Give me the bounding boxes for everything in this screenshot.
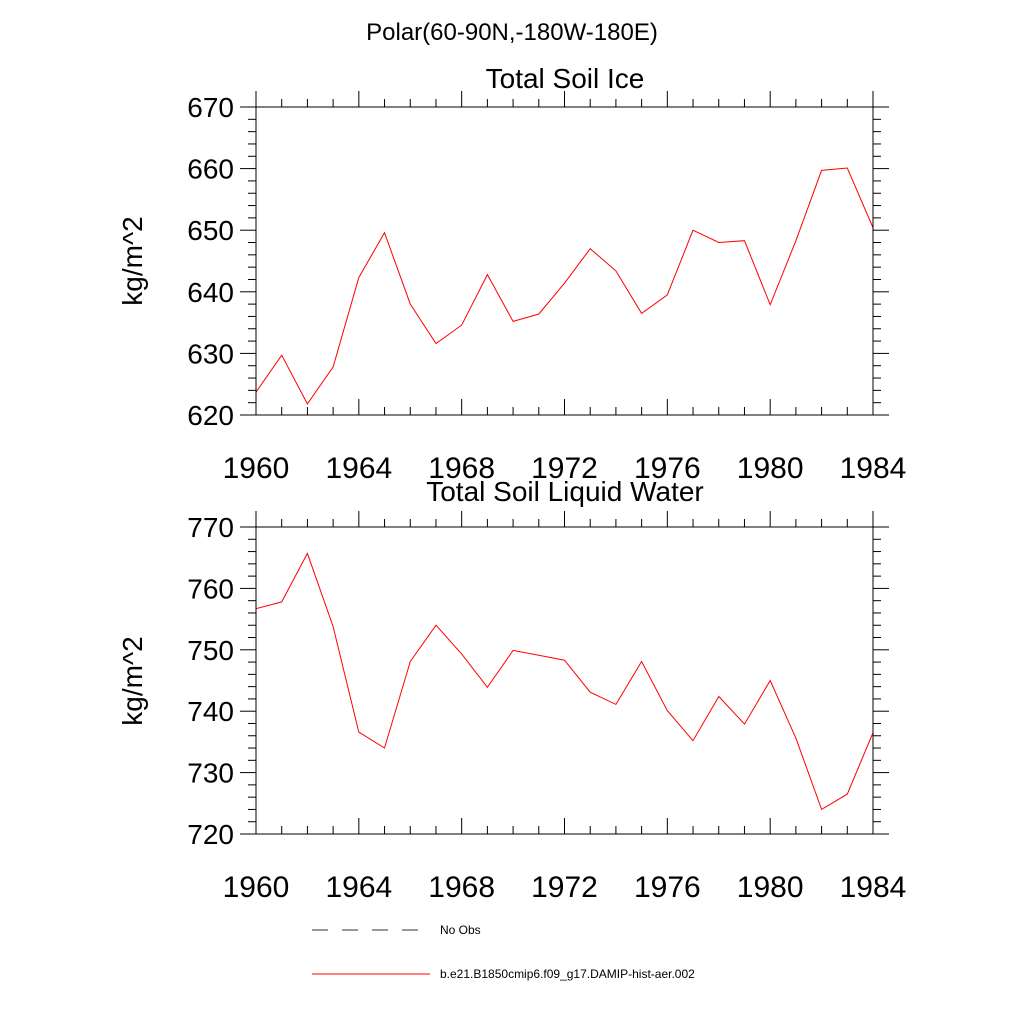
tick-labels-soil-liquid-water: 1960 1964 1968 1972 1976 1980 1984 720 730 740 750…	[187, 512, 906, 904]
x-tick-label: 1976	[634, 871, 701, 904]
legend-label-model: b.e21.B1850cmip6.f09_g17.DAMIP-hist-aer.…	[440, 967, 695, 981]
x-tick-label: 1960	[223, 452, 290, 485]
series-line	[255, 552, 874, 811]
x-tick-label: 1960	[223, 871, 290, 904]
x-tick-label: 1972	[531, 871, 598, 904]
x-tick-label: 1968	[428, 452, 495, 485]
y-tick-label: 650	[187, 215, 234, 246]
series-group-soil-liquid-water	[255, 552, 874, 811]
x-tick-label: 1968	[428, 871, 495, 904]
y-tick-label: 660	[187, 154, 234, 185]
y-tick-label: 760	[187, 573, 234, 604]
y-tick-label: 770	[187, 512, 234, 543]
y-tick-label: 620	[187, 400, 234, 431]
legend: No Obs b.e21.B1850cmip6.f09_g17.DAMIP-hi…	[312, 923, 695, 981]
y-tick-label: 640	[187, 277, 234, 308]
y-tick-label: 720	[187, 819, 234, 850]
y-tick-label: 730	[187, 758, 234, 789]
y-tick-label: 630	[187, 338, 234, 369]
series-group-soil-ice	[255, 167, 874, 405]
plot-frame-soil-liquid-water	[255, 526, 874, 835]
tick-labels-soil-ice: 1960 1964 1968 1972 1976 1980 1984 620 630 640 650…	[187, 92, 906, 485]
ticks-soil-ice	[240, 91, 889, 416]
figure-title: Polar(60-90N,-180W-180E)	[366, 19, 658, 46]
y-axis-label-soil-ice: kg/m^2	[117, 216, 148, 305]
chart-title-soil-ice: Total Soil Ice	[486, 63, 645, 94]
x-tick-label: 1972	[531, 452, 598, 485]
x-tick-label: 1984	[840, 871, 907, 904]
x-tick-label: 1964	[325, 871, 392, 904]
ticks-soil-liquid-water	[240, 511, 889, 835]
y-axis-label-soil-liquid-water: kg/m^2	[117, 636, 148, 725]
series-line	[255, 167, 874, 405]
x-tick-label: 1964	[325, 452, 392, 485]
y-tick-label: 750	[187, 635, 234, 666]
x-tick-label: 1984	[840, 452, 907, 485]
y-tick-label: 670	[187, 92, 234, 123]
y-tick-label: 740	[187, 696, 234, 727]
x-tick-label: 1976	[634, 452, 701, 485]
panel-total-soil-liquid-water: Total Soil Liquid Water kg/m^2 1960 1964 1…	[117, 476, 906, 904]
x-tick-label: 1980	[737, 452, 804, 485]
plot-frame-soil-ice	[255, 106, 874, 416]
legend-label-no-obs: No Obs	[440, 923, 481, 937]
chart-title-soil-liquid-water: Total Soil Liquid Water	[426, 476, 704, 507]
panel-total-soil-ice: Total Soil Ice kg/m^2 1960 1964 1968 1972 19…	[117, 63, 906, 485]
x-tick-label: 1980	[737, 871, 804, 904]
